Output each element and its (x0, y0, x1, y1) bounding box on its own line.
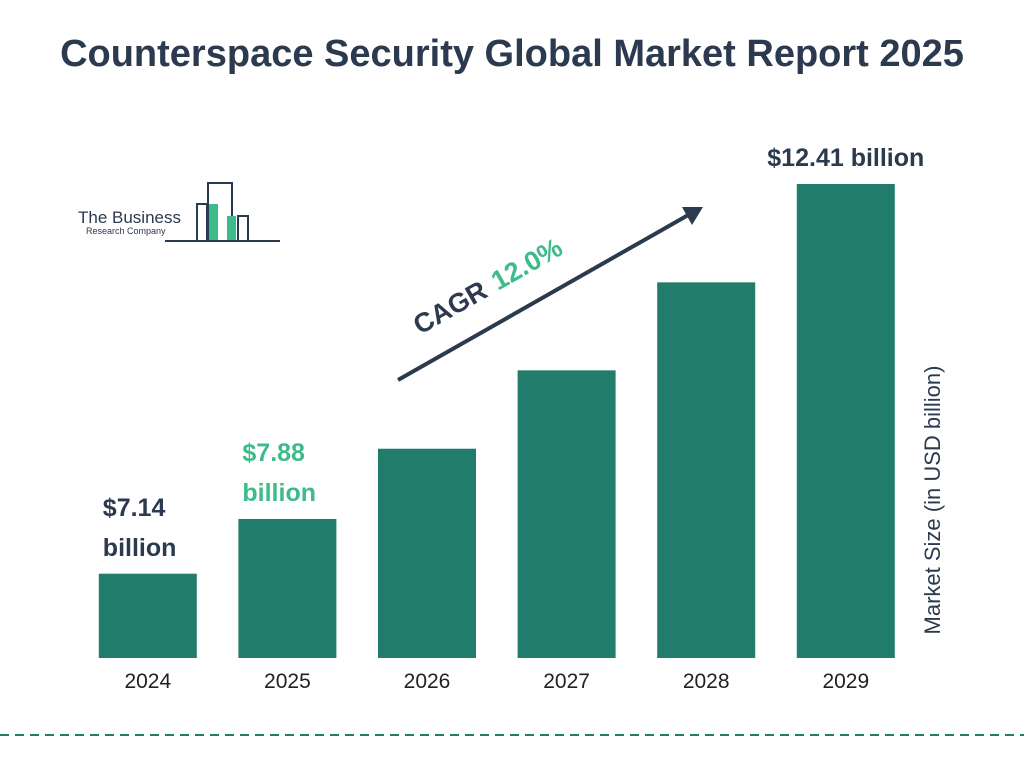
value-label: $7.14 billion (102, 493, 177, 562)
x-tick-label: 2029 (822, 670, 869, 693)
y-axis-label: Market Size (in USD billion) (920, 366, 945, 635)
bar (378, 448, 476, 658)
logo-text: Research Company (86, 226, 166, 236)
bar (796, 184, 895, 658)
bar (238, 518, 337, 658)
x-tick-label: 2025 (264, 670, 311, 693)
cagr-value: 12.0% (486, 232, 567, 296)
x-tick-label: 2026 (404, 670, 451, 693)
cagr-annotation: CAGR12.0% (408, 232, 567, 340)
value-label: $12.41 billion (767, 144, 925, 172)
bar (98, 573, 197, 658)
logo-text: The Business (78, 208, 181, 227)
x-tick-label: 2027 (543, 670, 590, 693)
x-tick-label: 2024 (124, 670, 171, 693)
cagr-arrow (397, 212, 691, 382)
value-label: $7.88 billion (242, 438, 316, 507)
bar (517, 370, 616, 658)
cagr-label: CAGR (408, 275, 492, 340)
logo-shape (227, 216, 236, 241)
logo: The Business Research Company (78, 182, 280, 242)
bar (657, 282, 756, 658)
x-tick-label: 2028 (683, 670, 730, 693)
logo-shape (209, 204, 218, 241)
cagr-arrowhead (682, 207, 703, 225)
chart-title: Counterspace Security Global Market Repo… (60, 33, 964, 75)
logo-shape (165, 215, 280, 242)
logo-shape (196, 203, 208, 242)
